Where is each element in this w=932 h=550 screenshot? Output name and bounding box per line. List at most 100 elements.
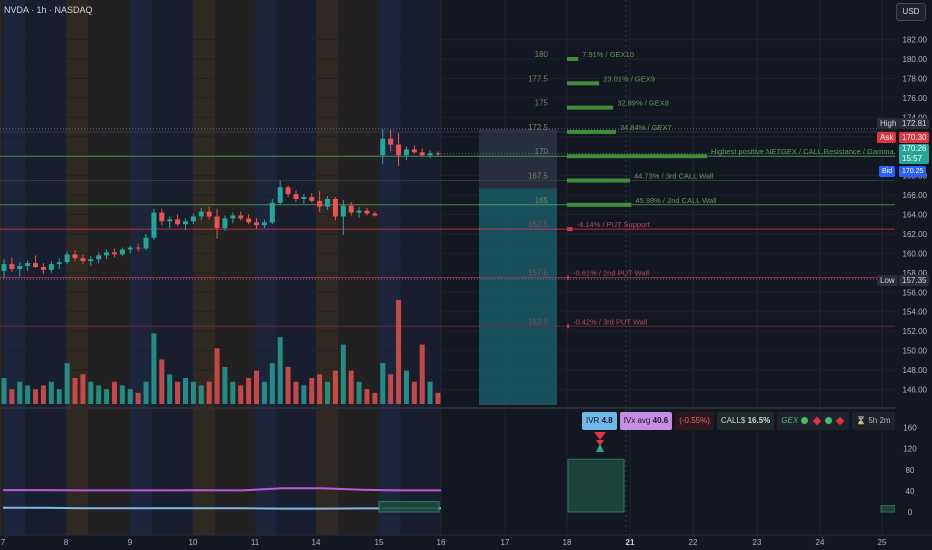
candle-body — [182, 221, 188, 225]
hourglass-icon: ⌛ — [856, 416, 867, 425]
candle-body — [135, 247, 141, 249]
volume-bar — [96, 385, 102, 404]
calls-chip: CALL$ 16.5% — [716, 412, 775, 430]
candle-body — [190, 216, 196, 222]
gex-strike-label: 157.5 — [528, 269, 549, 278]
price-tick-label: 154.00 — [903, 308, 928, 317]
volume-bar — [72, 378, 78, 404]
gex-strike-label: 167.5 — [528, 171, 549, 180]
high-label-tag: High — [877, 118, 900, 129]
ivr-label: IVR — [586, 416, 600, 425]
volume-bar — [167, 374, 173, 404]
time-axis — [0, 535, 932, 550]
gex-bar — [567, 129, 616, 134]
volume-bar — [356, 381, 362, 404]
volume-bar — [17, 381, 23, 404]
candle-body — [301, 197, 307, 199]
high-value: 172.81 — [902, 119, 927, 128]
ask-label: Ask — [880, 133, 894, 142]
candle-body — [419, 152, 425, 156]
gex-level-label: 7.91% / GEX10 — [582, 50, 634, 59]
time-tick-label: 21 — [626, 538, 635, 547]
timer-value: 5h 2m — [868, 416, 891, 425]
bid-value: 170.25 — [902, 168, 924, 175]
candle-body — [230, 215, 236, 219]
volume-bar — [48, 381, 54, 404]
gex-bar — [567, 324, 569, 329]
gex-strike-label: 175 — [535, 99, 549, 108]
candle-body — [340, 205, 346, 217]
gex-bar — [567, 81, 600, 86]
bid-value-tag: 170.25 — [899, 166, 927, 177]
time-tick-label: 17 — [501, 538, 510, 547]
gex-strike-label: 180 — [535, 50, 549, 59]
volume-bar — [111, 381, 117, 404]
bid-label: Bid — [882, 168, 893, 175]
candle-body — [285, 187, 291, 195]
volume-bar — [182, 378, 188, 404]
candle-body — [348, 205, 354, 213]
candle-body — [206, 211, 212, 217]
low-label-tag: Low — [877, 275, 898, 286]
candle-body — [48, 264, 54, 270]
volume-bar — [325, 381, 331, 404]
volume-bar — [277, 337, 283, 404]
gex-strike-label: 162.5 — [528, 220, 549, 229]
candle-body — [72, 254, 78, 259]
candle-body — [151, 212, 157, 238]
volume-bar — [80, 374, 86, 404]
gex-level-label: 45.98% / 2nd CALL Wall — [635, 196, 716, 205]
volume-bar — [396, 300, 402, 404]
volume-bar — [206, 381, 212, 404]
gex-level-label: Highest positive NETGEX / CALL Resistanc… — [711, 147, 910, 156]
volume-bar — [175, 381, 181, 404]
price-tick-label: 182.00 — [903, 36, 928, 45]
indicator-line-iv — [3, 506, 441, 510]
volume-bar — [293, 381, 299, 404]
volume-bar — [40, 385, 46, 404]
price-tick-label: 152.00 — [903, 327, 928, 336]
candle-body — [111, 252, 117, 255]
calls-value: 16.5% — [747, 416, 771, 425]
gex-chip: GEX — [777, 412, 850, 430]
price-tick-label: 162.00 — [903, 230, 928, 239]
candle-body — [309, 197, 315, 201]
candle-body — [127, 247, 133, 250]
session-premarket-band — [66, 0, 88, 535]
last-price-value: 170.26 — [902, 144, 927, 153]
volume-bar — [230, 381, 236, 404]
gex-bar — [567, 154, 707, 159]
candle-body — [167, 219, 173, 222]
volume-bar — [190, 381, 196, 404]
volume-bar — [261, 381, 267, 404]
candle-body — [119, 249, 125, 255]
price-tick-label: 150.00 — [903, 347, 928, 356]
candle-body — [388, 138, 394, 145]
low-value-tag: 157.35 — [899, 275, 930, 286]
gex-strike-label: 177.5 — [528, 74, 549, 83]
volume-bar — [119, 385, 125, 404]
indicator-tick-label: 80 — [906, 466, 915, 475]
candle-body — [293, 194, 299, 199]
change-value: (-0.55%) — [679, 416, 710, 425]
candle-body — [175, 219, 181, 225]
gex-bar — [567, 178, 630, 183]
ivx-chip: IVx avg 40.6 — [619, 412, 673, 430]
candle-body — [356, 210, 362, 213]
volume-bar — [317, 374, 323, 404]
calls-label: CALL$ — [720, 416, 746, 425]
volume-bar — [9, 389, 15, 404]
last-price-tag: 170.26 15:57 — [899, 144, 930, 164]
projection-zone-lower — [479, 188, 557, 405]
gex-label: GEX — [781, 416, 799, 425]
volume-bar — [340, 344, 346, 404]
gex-green-dot-icon — [824, 417, 832, 425]
low-label: Low — [880, 276, 895, 285]
candle-body — [317, 200, 323, 207]
volume-bar — [88, 381, 94, 404]
gex-red-diamond-icon — [812, 416, 821, 426]
price-tick-label: 178.00 — [903, 74, 928, 83]
candle-body — [143, 237, 149, 249]
currency-button[interactable]: USD — [896, 3, 926, 21]
